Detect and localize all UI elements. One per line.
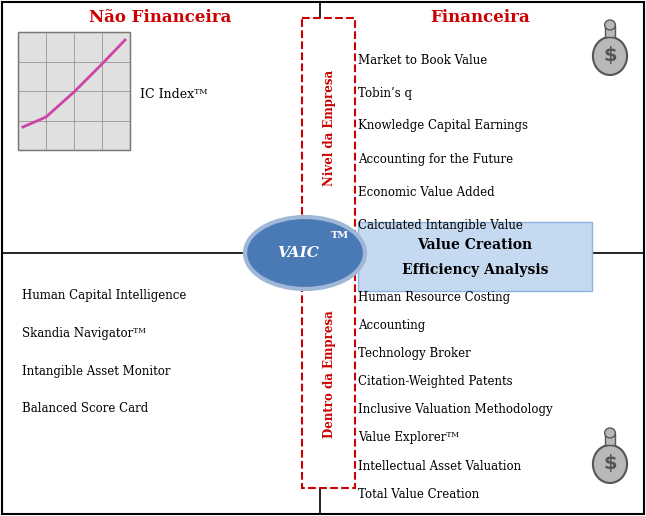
Text: Economic Value Added: Economic Value Added [358,185,495,199]
Ellipse shape [605,428,616,438]
Text: Accounting: Accounting [358,319,425,332]
Text: Value Creation: Value Creation [417,238,532,252]
Text: IC Indexᵀᴹ: IC Indexᵀᴹ [140,89,207,102]
Text: Value Explorerᵀᴹ: Value Explorerᵀᴹ [358,431,459,444]
Text: Não Financeira: Não Financeira [89,9,231,26]
Text: Dentro da Empresa: Dentro da Empresa [322,310,335,438]
Text: Calculated Intangible Value: Calculated Intangible Value [358,218,523,232]
Text: Tobin’s q: Tobin’s q [358,87,412,100]
Text: Financeira: Financeira [430,9,530,26]
Text: Balanced Score Card: Balanced Score Card [22,402,148,415]
Ellipse shape [593,445,627,483]
Text: TM: TM [331,232,349,240]
Text: Skandia Navigatorᵀᴹ: Skandia Navigatorᵀᴹ [22,327,146,340]
Bar [605,433,614,445]
Text: VAIC: VAIC [277,246,319,260]
Text: $: $ [603,455,617,474]
Text: Citation-Weighted Patents: Citation-Weighted Patents [358,376,513,389]
Text: Intellectual Asset Valuation: Intellectual Asset Valuation [358,460,521,473]
Text: Technology Broker: Technology Broker [358,347,471,361]
Text: Market to Book Value: Market to Book Value [358,54,487,67]
Text: $: $ [603,46,617,66]
Text: Knowledge Capital Earnings: Knowledge Capital Earnings [358,120,528,133]
Text: Efficiency Analysis: Efficiency Analysis [402,263,548,277]
Ellipse shape [245,217,365,289]
Ellipse shape [593,37,627,75]
FancyBboxPatch shape [358,222,592,291]
Text: Human Capital Intelligence: Human Capital Intelligence [22,288,187,301]
Text: Human Resource Costing: Human Resource Costing [358,292,510,304]
Text: Nivel da Empresa: Nivel da Empresa [322,70,335,186]
Ellipse shape [605,20,616,30]
FancyBboxPatch shape [302,18,355,240]
Text: Intangible Asset Monitor: Intangible Asset Monitor [22,364,171,378]
Bar [605,25,614,37]
Text: Total Value Creation: Total Value Creation [358,488,479,501]
Text: Accounting for the Future: Accounting for the Future [358,153,513,166]
Text: Inclusive Valuation Methodology: Inclusive Valuation Methodology [358,404,552,416]
FancyBboxPatch shape [302,260,355,488]
Bar [18,32,130,150]
